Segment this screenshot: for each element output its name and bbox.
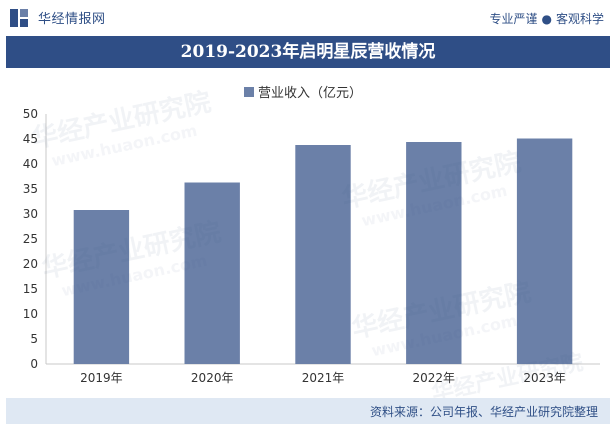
legend-label: 营业收入（亿元） [258,86,362,101]
legend-swatch [244,87,254,97]
y-tick-label: 20 [23,257,38,271]
y-tick-label: 50 [23,107,38,121]
bar [406,142,462,364]
tagline-right: 客观科学 [555,12,604,26]
x-tick-label: 2020年 [191,371,234,385]
y-tick-label: 35 [23,182,38,196]
y-tick-label: 5 [30,332,38,346]
y-tick-label: 0 [30,357,38,371]
top-bar: 华经情报网 专业严谨 ● 客观科学 [0,0,616,36]
x-tick-label: 2022年 [413,371,456,385]
x-tick-label: 2019年 [80,371,123,385]
bar-chart: 营业收入（亿元） 0 5 10 15 20 25 30 35 40 45 50 2019年 2020年 20… [23,86,600,385]
bar [184,182,240,364]
y-tick-label: 25 [23,232,38,246]
tagline-left: 专业严谨 [489,12,538,26]
bar [295,145,351,364]
y-tick-label: 30 [23,207,38,221]
x-tick-label: 2023年 [523,371,566,385]
source-note: 资料来源：公司年报、华经产业研究院整理 [369,405,598,419]
tagline: 专业严谨 ● 客观科学 [489,10,604,27]
chart-title: 2019-2023年启明星辰营收情况 [6,36,610,68]
x-tick-label: 2021年 [302,371,345,385]
tagline-separator: ● [541,12,552,26]
chart-area: 营业收入（亿元） 0 5 10 15 20 25 30 35 40 45 50 2019年 2020年 20… [6,72,610,398]
huajing-logo-icon [10,9,28,27]
y-tick-label: 40 [23,157,38,171]
footer: 资料来源：公司年报、华经产业研究院整理 [6,398,610,424]
y-tick-label: 10 [23,307,38,321]
y-tick-label: 15 [23,282,38,296]
bar [516,138,573,364]
bar [73,210,130,364]
y-tick-label: 45 [23,132,38,146]
brand-name: 华经情报网 [38,12,106,27]
